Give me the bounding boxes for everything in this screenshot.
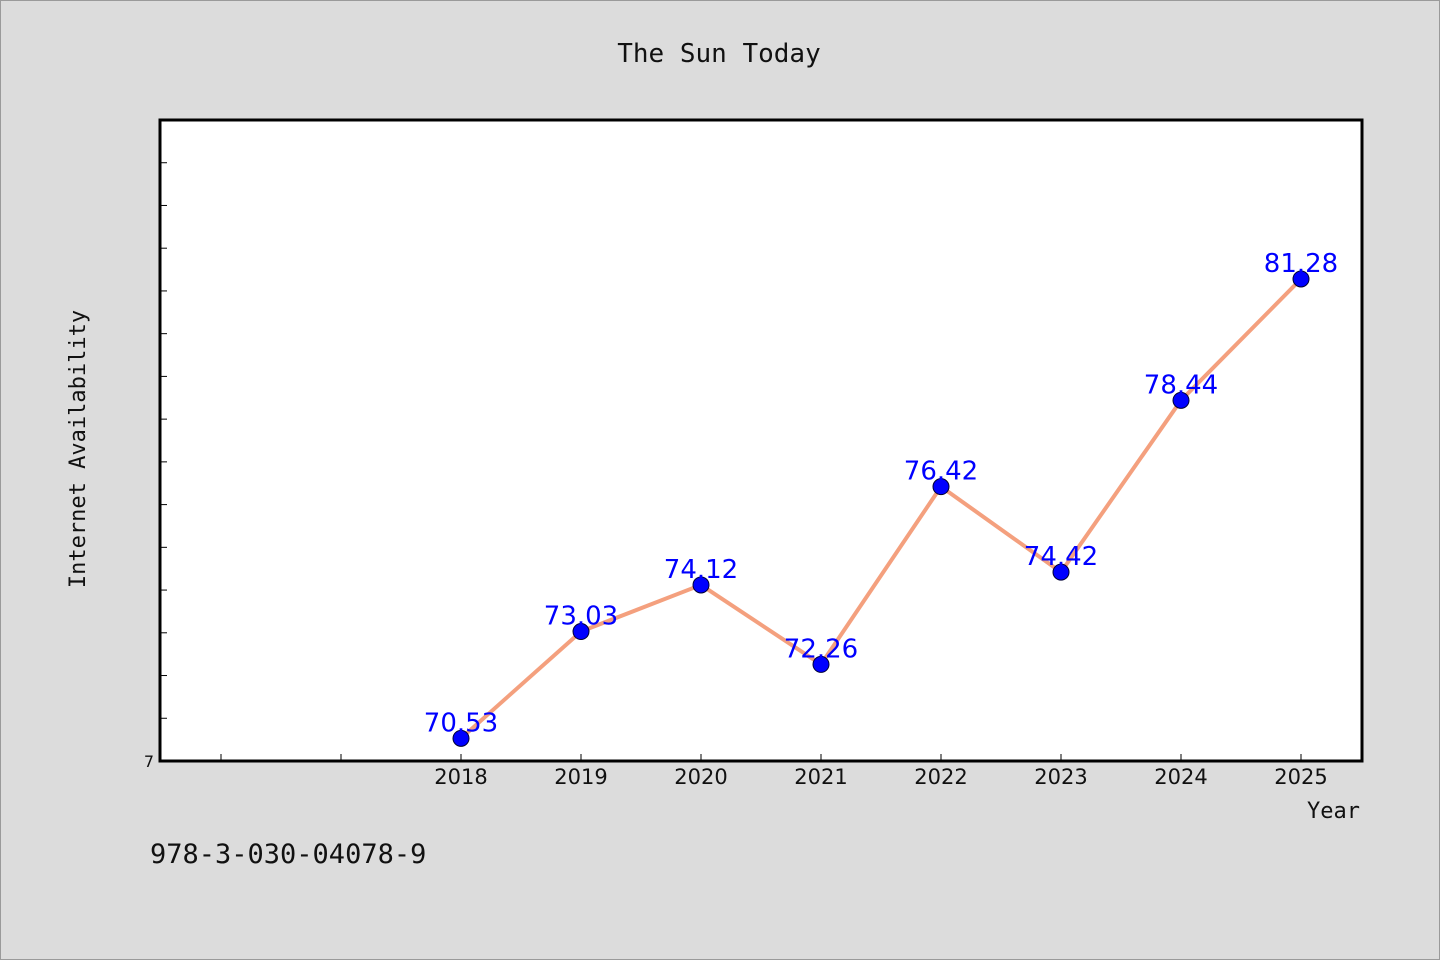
data-value-label: 73.03 — [544, 602, 618, 632]
series-layer: 70.53 73.03 74.12 72.26 76.42 74.42 78.44 81.28 — [424, 249, 1338, 747]
data-point-marker — [452, 729, 470, 747]
footer-isbn-text: 978-3-030-04078-9 — [150, 839, 426, 870]
x-tick-label: 2025 — [1274, 765, 1327, 789]
x-tick-label: 2024 — [1154, 765, 1207, 789]
data-value-label: 78.44 — [1144, 370, 1218, 400]
data-value-label: 76.42 — [904, 457, 978, 487]
y-axis-label: Internet Availability — [66, 310, 91, 588]
x-tick-label: 2023 — [1034, 765, 1087, 789]
data-value-label: 70.53 — [424, 708, 498, 738]
plot-area — [158, 118, 1364, 763]
x-tick-label: 2018 — [434, 765, 487, 789]
y-tick-label: 7 — [144, 752, 154, 771]
x-tick-label: 2022 — [914, 765, 967, 789]
data-point-marker — [1292, 270, 1310, 288]
data-value-label: 74.42 — [1024, 542, 1098, 572]
x-tick-label: 2020 — [674, 765, 727, 789]
data-point-marker — [1172, 391, 1190, 409]
y-axis-ticks: 7 — [144, 119, 167, 771]
x-tick-label: 2019 — [554, 765, 607, 789]
data-point-marker — [932, 478, 950, 496]
data-point-marker — [572, 623, 590, 641]
x-axis-ticks: 2018 2019 2020 2021 2022 2023 2024 2025 — [220, 754, 1328, 789]
data-value-label: 72.26 — [784, 634, 858, 664]
data-value-label: 81.28 — [1264, 249, 1338, 279]
data-value-label: 74.12 — [664, 555, 738, 585]
chart-title: The Sun Today — [617, 39, 821, 69]
x-axis-label: Year — [1307, 799, 1360, 824]
series-line — [459, 277, 1303, 740]
x-tick-label: 2021 — [794, 765, 847, 789]
data-point-marker — [812, 655, 830, 673]
data-point-marker — [692, 576, 710, 594]
data-point-marker — [1052, 563, 1070, 581]
